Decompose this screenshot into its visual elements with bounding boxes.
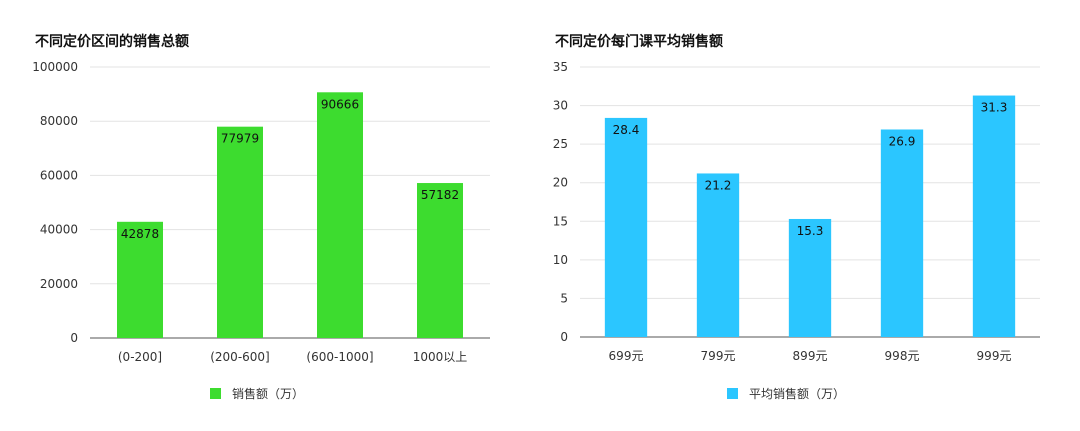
y-tick-label: 25 — [553, 137, 568, 151]
y-tick-label: 80000 — [40, 114, 78, 128]
y-tick-label: 0 — [560, 330, 568, 344]
data-label: 42878 — [121, 227, 159, 241]
legend: 平均销售额（万） — [727, 386, 845, 401]
bar — [604, 117, 648, 338]
x-tick-label: 799元 — [701, 349, 736, 363]
y-tick-label: 20000 — [40, 277, 78, 291]
y-tick-label: 60000 — [40, 168, 78, 182]
data-label: 57182 — [421, 188, 459, 202]
y-tick-label: 100000 — [32, 60, 78, 74]
data-label: 26.9 — [889, 134, 916, 148]
x-tick-label: 1000以上 — [413, 350, 468, 364]
data-label: 21.2 — [705, 178, 732, 192]
bar — [117, 221, 163, 338]
x-tick-label: (0-200] — [118, 350, 162, 364]
bar — [788, 218, 832, 337]
bar — [217, 126, 263, 338]
x-tick-label: 899元 — [793, 349, 828, 363]
data-label: 15.3 — [797, 224, 824, 238]
y-tick-label: 0 — [70, 331, 78, 345]
legend-label: 销售额（万） — [232, 386, 304, 401]
y-tick-label: 35 — [553, 60, 568, 74]
x-tick-label: (200-600] — [210, 350, 270, 364]
y-tick-label: 10 — [553, 253, 568, 267]
y-tick-label: 20 — [553, 176, 568, 190]
x-tick-label: 999元 — [977, 349, 1012, 363]
x-tick-label: 699元 — [609, 349, 644, 363]
chart-avg-sales-per-course: 不同定价每门课平均销售额 0 5 10 15 20 25 30 35 28.4 699元 21.2 79… — [553, 33, 1040, 401]
y-tick-label: 30 — [553, 99, 568, 113]
y-tick-label: 15 — [553, 214, 568, 228]
x-tick-label: 998元 — [885, 349, 920, 363]
legend-swatch — [727, 388, 738, 399]
x-tick-label: (600-1000] — [306, 350, 373, 364]
legend-swatch — [210, 388, 221, 399]
chart-title: 不同定价每门课平均销售额 — [555, 33, 723, 50]
y-tick-label: 5 — [560, 291, 568, 305]
data-label: 90666 — [321, 97, 359, 111]
bar — [696, 173, 740, 337]
legend-label: 平均销售额（万） — [749, 386, 845, 401]
legend: 销售额（万） — [210, 386, 304, 401]
chart-title: 不同定价区间的销售总额 — [35, 33, 189, 50]
bar — [880, 129, 924, 337]
data-label: 31.3 — [981, 101, 1008, 115]
chart-sales-by-price-range: 不同定价区间的销售总额 0 20000 40000 60000 80000 100000 42… — [32, 33, 490, 401]
y-tick-label: 40000 — [40, 223, 78, 237]
bar — [417, 183, 463, 338]
bar — [317, 92, 363, 339]
data-label: 77979 — [221, 132, 259, 146]
data-label: 28.4 — [613, 123, 640, 137]
bar — [972, 95, 1016, 338]
